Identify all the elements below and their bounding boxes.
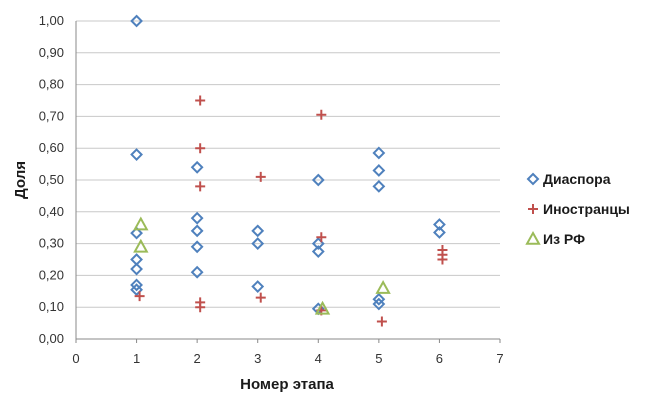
data-point-series-0 bbox=[190, 240, 204, 254]
x-tick-label: 6 bbox=[436, 351, 443, 366]
data-point-series-0 bbox=[190, 265, 204, 279]
data-point-series-0 bbox=[130, 226, 143, 240]
data-point-series-1 bbox=[316, 109, 327, 120]
data-point-series-0 bbox=[372, 164, 386, 177]
y-tick-label: 0,80 bbox=[39, 77, 64, 92]
y-tick-label: 0,00 bbox=[39, 331, 64, 346]
data-point-series-0 bbox=[311, 173, 325, 187]
legend-marker-diamond-icon bbox=[526, 172, 540, 186]
y-tick-label: 0,30 bbox=[39, 236, 64, 251]
x-tick-label: 7 bbox=[496, 351, 503, 366]
data-point-series-2 bbox=[133, 216, 149, 231]
x-axis-title: Номер этапа bbox=[240, 376, 334, 393]
legend-label: Из РФ bbox=[543, 231, 585, 247]
data-point-series-0 bbox=[372, 297, 386, 311]
data-point-series-0 bbox=[130, 283, 143, 297]
data-point-series-0 bbox=[130, 278, 143, 292]
y-tick-label: 0,20 bbox=[39, 267, 64, 282]
data-point-series-2 bbox=[375, 280, 391, 294]
gridlines bbox=[76, 20, 500, 308]
legend-label: Иностранцы bbox=[543, 201, 630, 217]
data-point-series-2 bbox=[133, 238, 149, 253]
data-point-series-0 bbox=[372, 179, 386, 193]
data-point-series-1 bbox=[134, 291, 145, 302]
data-point-series-0 bbox=[372, 146, 386, 160]
y-tick-label: 0,40 bbox=[39, 204, 64, 219]
y-tick-label: 0,90 bbox=[39, 45, 64, 60]
x-tick-label: 2 bbox=[194, 351, 201, 366]
axes bbox=[75, 21, 501, 343]
data-point-series-1 bbox=[316, 232, 327, 243]
x-tick-label: 0 bbox=[72, 351, 79, 366]
data-point-series-0 bbox=[251, 237, 265, 251]
x-tick-label: 3 bbox=[254, 351, 261, 366]
y-tick-label: 0,60 bbox=[39, 140, 64, 155]
data-point-series-0 bbox=[190, 224, 204, 238]
data-point-series-2 bbox=[314, 300, 331, 315]
y-tick-label: 0,70 bbox=[39, 108, 64, 123]
legend-marker-triangle-icon bbox=[525, 230, 541, 245]
x-tick-label: 4 bbox=[315, 351, 322, 366]
legend-label: Диаспора bbox=[543, 171, 611, 187]
data-point-series-0 bbox=[190, 211, 204, 225]
legend: Диаспора Иностранцы Из РФ bbox=[525, 171, 630, 247]
y-tick-label: 0,50 bbox=[39, 172, 64, 187]
x-tick-label: 1 bbox=[133, 351, 140, 366]
data-point-series-1 bbox=[376, 316, 387, 327]
data-point-series-1 bbox=[195, 143, 206, 154]
data-point-series-0 bbox=[190, 160, 204, 174]
data-point-series-1 bbox=[255, 292, 266, 303]
data-point-series-0 bbox=[372, 292, 386, 306]
data-point-series-0 bbox=[130, 148, 143, 161]
y-tick-label: 1,00 bbox=[39, 13, 64, 28]
data-point-series-0 bbox=[433, 226, 446, 239]
data-point-series-0 bbox=[251, 280, 265, 293]
data-points bbox=[130, 14, 448, 327]
data-point-series-1 bbox=[195, 181, 206, 192]
y-axis-title: Доля bbox=[12, 161, 29, 199]
y-tick-label: 0,10 bbox=[39, 299, 64, 314]
data-point-series-0 bbox=[251, 224, 265, 238]
x-tick-label: 5 bbox=[375, 351, 382, 366]
data-point-series-0 bbox=[130, 262, 143, 276]
data-point-series-0 bbox=[433, 218, 446, 231]
data-point-series-0 bbox=[130, 14, 143, 28]
legend-marker-plus-icon bbox=[528, 204, 538, 214]
data-point-series-1 bbox=[195, 302, 206, 313]
data-point-series-1 bbox=[255, 171, 266, 182]
tick-labels: 0,00 0,10 0,20 0,30 0,40 0,50 0,60 0,70 0,80 0,90… bbox=[39, 13, 504, 366]
data-point-series-0 bbox=[311, 245, 325, 258]
data-point-series-1 bbox=[437, 254, 448, 265]
data-point-series-1 bbox=[195, 95, 206, 106]
